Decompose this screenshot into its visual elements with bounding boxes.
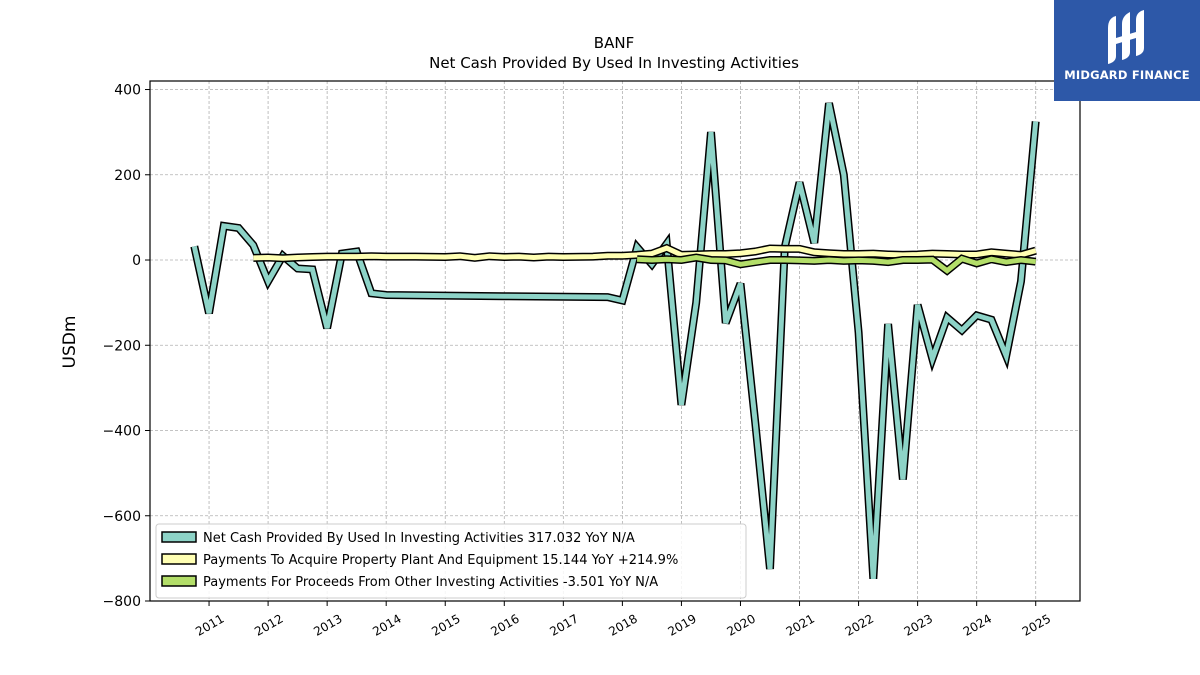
y-tick-label: −400 [103, 424, 141, 440]
x-tick-label: 2016 [488, 611, 521, 638]
x-tick-label: 2022 [843, 611, 876, 638]
x-tick-label: 2021 [784, 611, 817, 638]
x-tick-label: 2020 [725, 611, 758, 638]
legend-swatch-2 [161, 553, 197, 565]
x-tick-label: 2015 [429, 611, 462, 638]
x-tick-label: 2011 [193, 611, 226, 638]
y-tick-label: −600 [103, 509, 141, 525]
x-tick-label: 2014 [370, 611, 403, 638]
plot-frame [149, 80, 1081, 602]
series-line-1 [191, 102, 1039, 579]
chart-title: BANF [594, 34, 634, 52]
series-line-2 [253, 245, 1037, 261]
x-tick-label: 2017 [547, 611, 580, 638]
x-tick-label: 2025 [1020, 611, 1053, 638]
logo-brand-text: MIDGARD FINANCE [1064, 68, 1190, 82]
legend-swatch-1 [161, 531, 197, 543]
y-tick-label: 0 [132, 253, 141, 269]
x-tick-label: 2018 [606, 611, 639, 638]
legend-swatch-3 [161, 575, 197, 587]
x-tick-label: 2023 [902, 611, 935, 638]
legend-box [155, 523, 747, 599]
y-tick-label: 400 [114, 83, 141, 99]
legend-label-2: Payments To Acquire Property Plant And E… [203, 553, 678, 568]
x-tick-label: 2013 [311, 611, 344, 638]
x-tick-label: 2024 [961, 611, 994, 638]
midgard-finance-logo: MIDGARD FINANCE [1054, 0, 1200, 101]
axis-ticks: 2011 2012 2013 2014 2015 2016 2017 2018 2019 2020… [103, 83, 1054, 639]
midgard-logo-icon [1108, 10, 1144, 64]
y-tick-label: −200 [103, 338, 141, 354]
chart-subtitle: Net Cash Provided By Used In Investing A… [429, 54, 799, 72]
series-layer [190, 102, 1040, 580]
legend: Net Cash Provided By Used In Investing A… [155, 523, 747, 599]
y-tick-label: −800 [103, 594, 141, 610]
legend-label-1: Net Cash Provided By Used In Investing A… [203, 531, 635, 546]
y-axis-label: USDm [60, 316, 80, 369]
x-tick-label: 2019 [665, 611, 698, 638]
x-tick-label: 2012 [252, 611, 285, 638]
y-tick-label: 200 [114, 168, 141, 184]
series-line-3 [636, 254, 1036, 274]
legend-label-3: Payments For Proceeds From Other Investi… [203, 575, 658, 590]
